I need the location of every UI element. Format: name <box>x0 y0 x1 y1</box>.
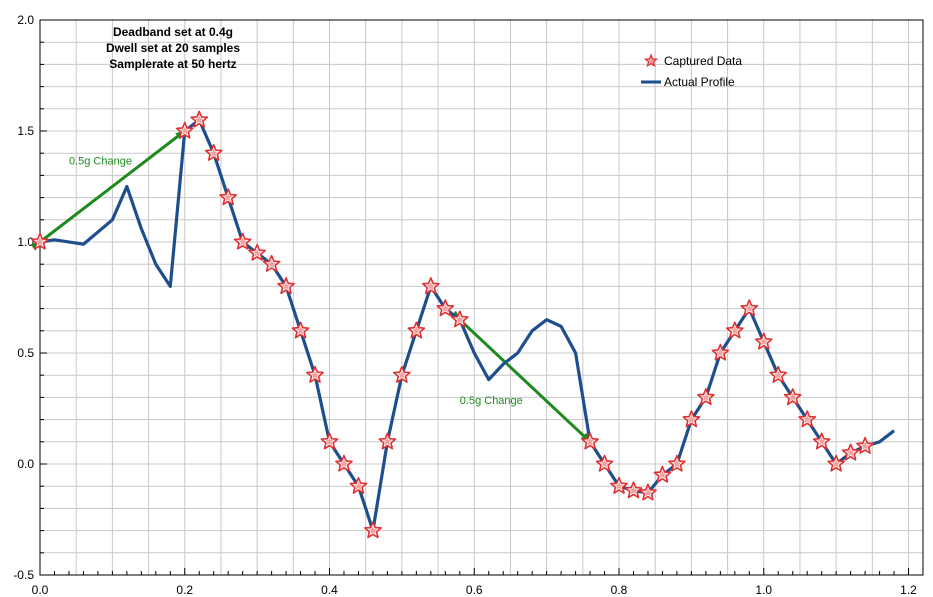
captured-point-inner <box>455 315 465 324</box>
captured-point-inner <box>412 326 421 335</box>
axis-ticks: 0.0 0.2 0.4 0.6 0.8 1.0 1.2-0.50.00.51.01.52.0 <box>13 13 924 597</box>
change-arrow <box>450 310 592 443</box>
captured-point-inner <box>730 326 740 335</box>
captured-point-inner <box>368 526 378 535</box>
change-label: 0.5g Change <box>460 395 523 407</box>
captured-point-inner <box>209 148 218 157</box>
grid <box>40 20 923 575</box>
series-layer <box>31 110 896 539</box>
captured-point-inner <box>383 437 392 446</box>
captured-point-inner <box>585 437 595 446</box>
change-label: 0.5g Change <box>69 155 132 167</box>
x-tick-label: 0.2 <box>176 583 193 597</box>
captured-point-inner <box>238 237 247 246</box>
plot-background <box>40 20 923 575</box>
annotations: 0.5g Change 0.5g Change <box>30 129 592 443</box>
y-tick-label: 1.5 <box>17 124 34 138</box>
series-actual-profile <box>39 118 896 533</box>
x-tick-label: 0.4 <box>321 583 338 597</box>
captured-point-inner <box>354 481 363 490</box>
captured-point-inner <box>773 370 783 379</box>
captured-point-inner <box>441 304 450 313</box>
y-tick-label: 1.0 <box>17 235 34 249</box>
captured-point-inner <box>252 248 262 257</box>
captured-point-inner <box>802 415 812 424</box>
x-tick-label: 1.2 <box>900 583 917 597</box>
y-tick-label: 2.0 <box>17 13 34 27</box>
note-line-1: Deadband set at 0.4g <box>113 25 233 39</box>
note-line-2: Dwell set at 20 samples <box>106 41 240 55</box>
legend-label-captured: Captured Data <box>664 54 742 68</box>
captured-point-inner <box>658 470 667 479</box>
captured-point-inner <box>831 459 841 468</box>
captured-point-inner <box>716 348 725 357</box>
y-tick-label: 0.0 <box>17 457 34 471</box>
x-tick-label: 0.8 <box>611 583 628 597</box>
change-arrow <box>30 129 186 251</box>
captured-point-inner <box>600 459 609 468</box>
x-tick-label: 1.0 <box>755 583 772 597</box>
legend-star-shape <box>643 53 659 68</box>
captured-point-inner <box>846 448 855 457</box>
captured-point-inner <box>643 488 653 497</box>
captured-point-inner <box>310 370 320 379</box>
captured-point-inner <box>687 415 696 424</box>
captured-point-inner <box>35 237 45 246</box>
captured-point-inner <box>296 326 305 335</box>
captured-point-inner <box>788 392 797 402</box>
y-tick-label: -0.5 <box>13 568 34 582</box>
captured-point-inner <box>223 193 233 202</box>
captured-point-inner <box>397 370 407 379</box>
captured-point-inner <box>426 281 436 291</box>
captured-point-inner <box>817 437 826 446</box>
legend-label-actual: Actual Profile <box>664 75 735 89</box>
captured-point-inner <box>629 486 638 495</box>
note-line-3: Samplerate at 50 hertz <box>109 57 236 71</box>
legend-star-marker <box>643 53 659 68</box>
x-tick-label: 0.0 <box>32 583 49 597</box>
y-tick-label: 0.5 <box>17 346 34 360</box>
captured-point-inner <box>745 304 754 313</box>
captured-point-inner <box>759 337 769 346</box>
notes-box: Deadband set at 0.4g Dwell set at 20 sam… <box>106 25 240 71</box>
captured-point-inner <box>672 459 682 468</box>
captured-point-inner <box>281 281 291 291</box>
captured-point-inner <box>325 437 334 446</box>
captured-point-inner <box>701 392 711 402</box>
plot-frame <box>39 19 924 576</box>
captured-point-inner <box>614 481 624 490</box>
captured-point-inner <box>267 259 276 268</box>
captured-point-inner <box>339 459 349 468</box>
legend: Captured Data Actual Profile <box>641 53 742 89</box>
captured-point-inner <box>860 441 870 450</box>
captured-point-inner <box>194 115 204 124</box>
captured-point-inner <box>180 126 190 135</box>
x-tick-label: 0.6 <box>466 583 483 597</box>
